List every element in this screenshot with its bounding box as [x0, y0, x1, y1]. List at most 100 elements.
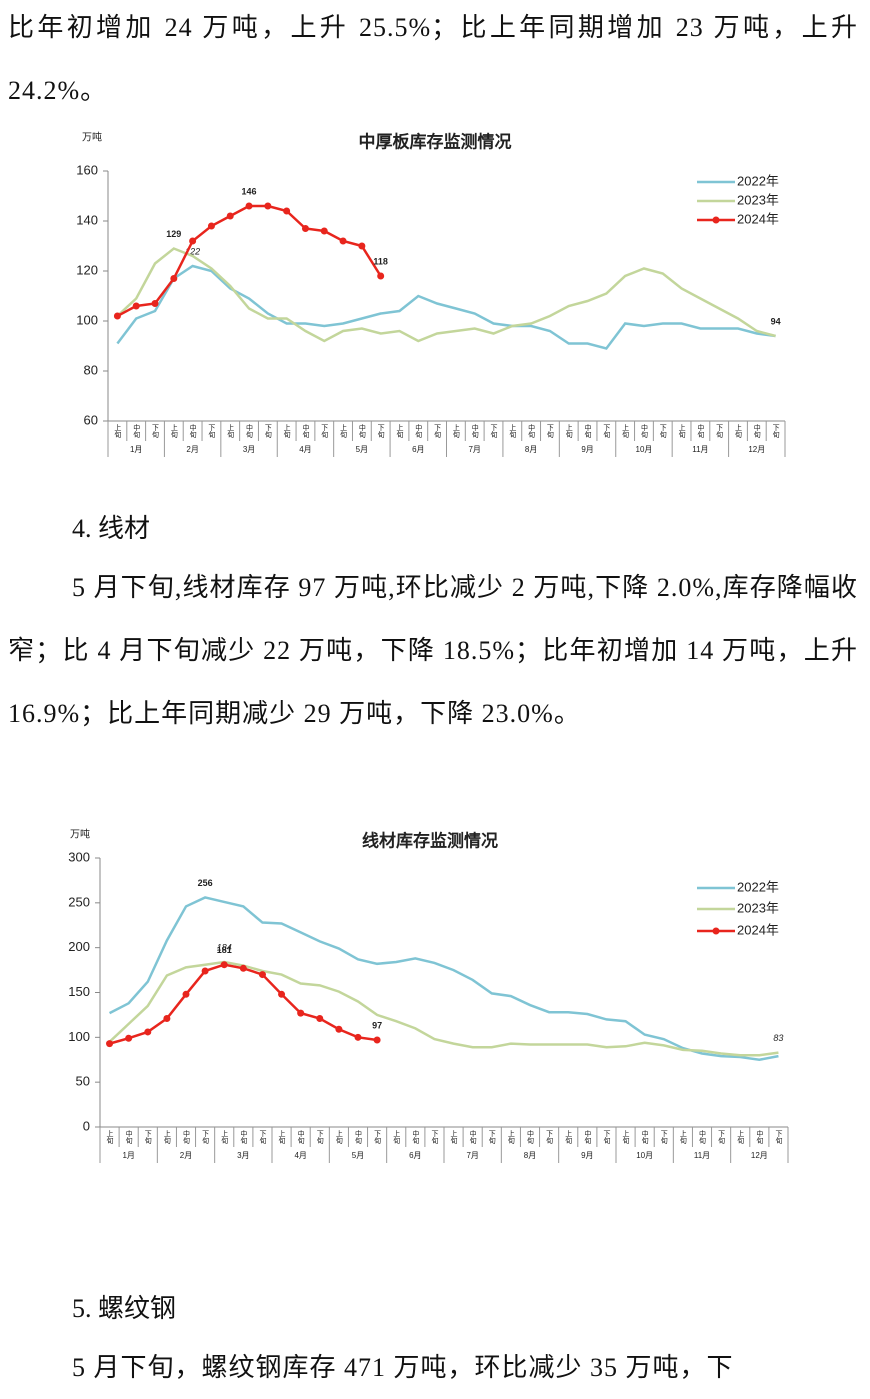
- x-tick-label: 上旬: [565, 423, 573, 439]
- x-tick-label: 下旬: [321, 424, 329, 439]
- y-tick-label: 0: [83, 1118, 90, 1133]
- x-tick-label: 中旬: [527, 1129, 535, 1145]
- x-tick-label: 中旬: [753, 423, 761, 439]
- x-tick-label: 下旬: [490, 424, 498, 439]
- x-tick-label: 中旬: [133, 423, 141, 439]
- x-tick-label: 上旬: [283, 423, 291, 439]
- x-tick-label: 下旬: [144, 1130, 152, 1145]
- x-tick-label: 下旬: [716, 424, 724, 439]
- x-tick-label: 中旬: [640, 423, 648, 439]
- x-tick-label: 上旬: [114, 423, 122, 439]
- x-tick-label: 上旬: [163, 1129, 171, 1145]
- x-tick-label: 下旬: [603, 424, 611, 439]
- data-label: 146: [242, 186, 257, 196]
- y-tick-label: 300: [68, 849, 90, 864]
- data-label: 83: [773, 1033, 783, 1043]
- chart: 中厚板库存监测情况万吨6080100120140160上旬 中旬 下旬 上旬 中旬 下旬上…: [76, 131, 786, 457]
- x-tick-label: 中旬: [528, 423, 536, 439]
- x-tick-label: 下旬: [660, 1130, 668, 1145]
- y-tick-label: 100: [76, 312, 98, 327]
- series-line: [108, 960, 779, 1057]
- x-tick-label: 中旬: [246, 423, 254, 439]
- month-label: 12月: [748, 445, 765, 454]
- x-tick-label: 上旬: [678, 423, 686, 439]
- legend-label: 2023年: [737, 192, 779, 207]
- x-tick-label: 中旬: [297, 1129, 305, 1145]
- x-tick-label: 上旬: [106, 1129, 114, 1145]
- legend-label: 2023年: [737, 900, 779, 915]
- data-label: 256: [198, 878, 213, 888]
- y-tick-label: 80: [84, 362, 98, 377]
- x-tick-label: 上旬: [737, 1129, 745, 1145]
- x-tick-label: 上旬: [227, 423, 235, 439]
- x-tick-label: 上旬: [221, 1129, 229, 1145]
- x-tick-label: 上旬: [278, 1129, 286, 1145]
- x-tick-label: 下旬: [659, 424, 667, 439]
- x-tick-label: 上旬: [396, 423, 404, 439]
- x-tick-label: 下旬: [603, 1130, 611, 1145]
- x-tick-label: 上旬: [679, 1129, 687, 1145]
- point: [144, 1028, 152, 1036]
- y-tick-label: 50: [76, 1074, 90, 1089]
- x-tick-label: 下旬: [374, 1130, 382, 1145]
- x-tick-label: 下旬: [259, 1130, 267, 1145]
- x-tick-label: 中旬: [415, 423, 423, 439]
- x-tick-label: 上旬: [507, 1129, 515, 1145]
- x-tick-label: 中旬: [584, 423, 592, 439]
- paragraph: 5 月下旬,线材库存 97 万吨,环比减少 2 万吨,下降 2.0%,库存降幅收…: [8, 573, 858, 728]
- data-label: 97: [372, 1020, 382, 1030]
- y-tick-label: 250: [68, 894, 90, 909]
- x-tick-label: 中旬: [125, 1129, 133, 1145]
- point: [125, 1034, 133, 1042]
- legend-label: 2024年: [737, 922, 779, 937]
- month-label: 1月: [122, 1151, 134, 1160]
- chart-title: 中厚板库存监测情况: [359, 131, 512, 151]
- point: [264, 202, 272, 210]
- x-tick-label: 上旬: [452, 423, 460, 439]
- x-tick-label: 中旬: [189, 423, 197, 439]
- point: [151, 300, 159, 307]
- month-label: 4月: [299, 445, 311, 454]
- point: [189, 237, 197, 245]
- x-tick-label: 下旬: [546, 424, 554, 439]
- month-label: 1月: [130, 445, 142, 454]
- point: [239, 964, 247, 972]
- data-label: 94: [771, 316, 781, 326]
- x-tick-label: 中旬: [471, 423, 479, 439]
- month-label: 12月: [751, 1151, 768, 1160]
- y-tick-label: 60: [84, 412, 98, 427]
- x-tick-label: 下旬: [152, 424, 160, 439]
- x-tick-label: 上旬: [340, 423, 348, 439]
- x-tick-label: 下旬: [316, 1130, 324, 1145]
- month-label: 8月: [524, 1151, 536, 1160]
- x-tick-label: 上旬: [734, 423, 742, 439]
- point: [201, 967, 209, 975]
- y-unit: 万吨: [82, 131, 102, 144]
- x-tick-label: 下旬: [718, 1130, 726, 1145]
- data-label: 181: [217, 945, 232, 955]
- month-label: 5月: [352, 1151, 364, 1160]
- month-label: 6月: [412, 445, 424, 454]
- x-tick-label: 下旬: [377, 424, 385, 439]
- x-tick-label: 下旬: [434, 424, 442, 439]
- y-tick-label: 140: [76, 212, 98, 227]
- point: [226, 212, 234, 220]
- month-label: 10月: [636, 1151, 653, 1160]
- month-label: 11月: [692, 445, 708, 454]
- data-label: 118: [373, 256, 388, 266]
- heading: 4. 线材: [72, 514, 151, 543]
- month-label: 6月: [409, 1151, 421, 1160]
- legend-label: 2022年: [737, 173, 779, 188]
- month-label: 2月: [186, 445, 198, 454]
- x-tick-label: 中旬: [358, 423, 366, 439]
- point: [245, 202, 253, 210]
- point: [207, 222, 215, 230]
- legend-marker: [712, 216, 720, 224]
- x-tick-label: 下旬: [775, 1130, 783, 1145]
- month-label: 7月: [468, 445, 480, 454]
- x-tick-label: 中旬: [699, 1129, 707, 1145]
- x-tick-label: 下旬: [431, 1130, 439, 1145]
